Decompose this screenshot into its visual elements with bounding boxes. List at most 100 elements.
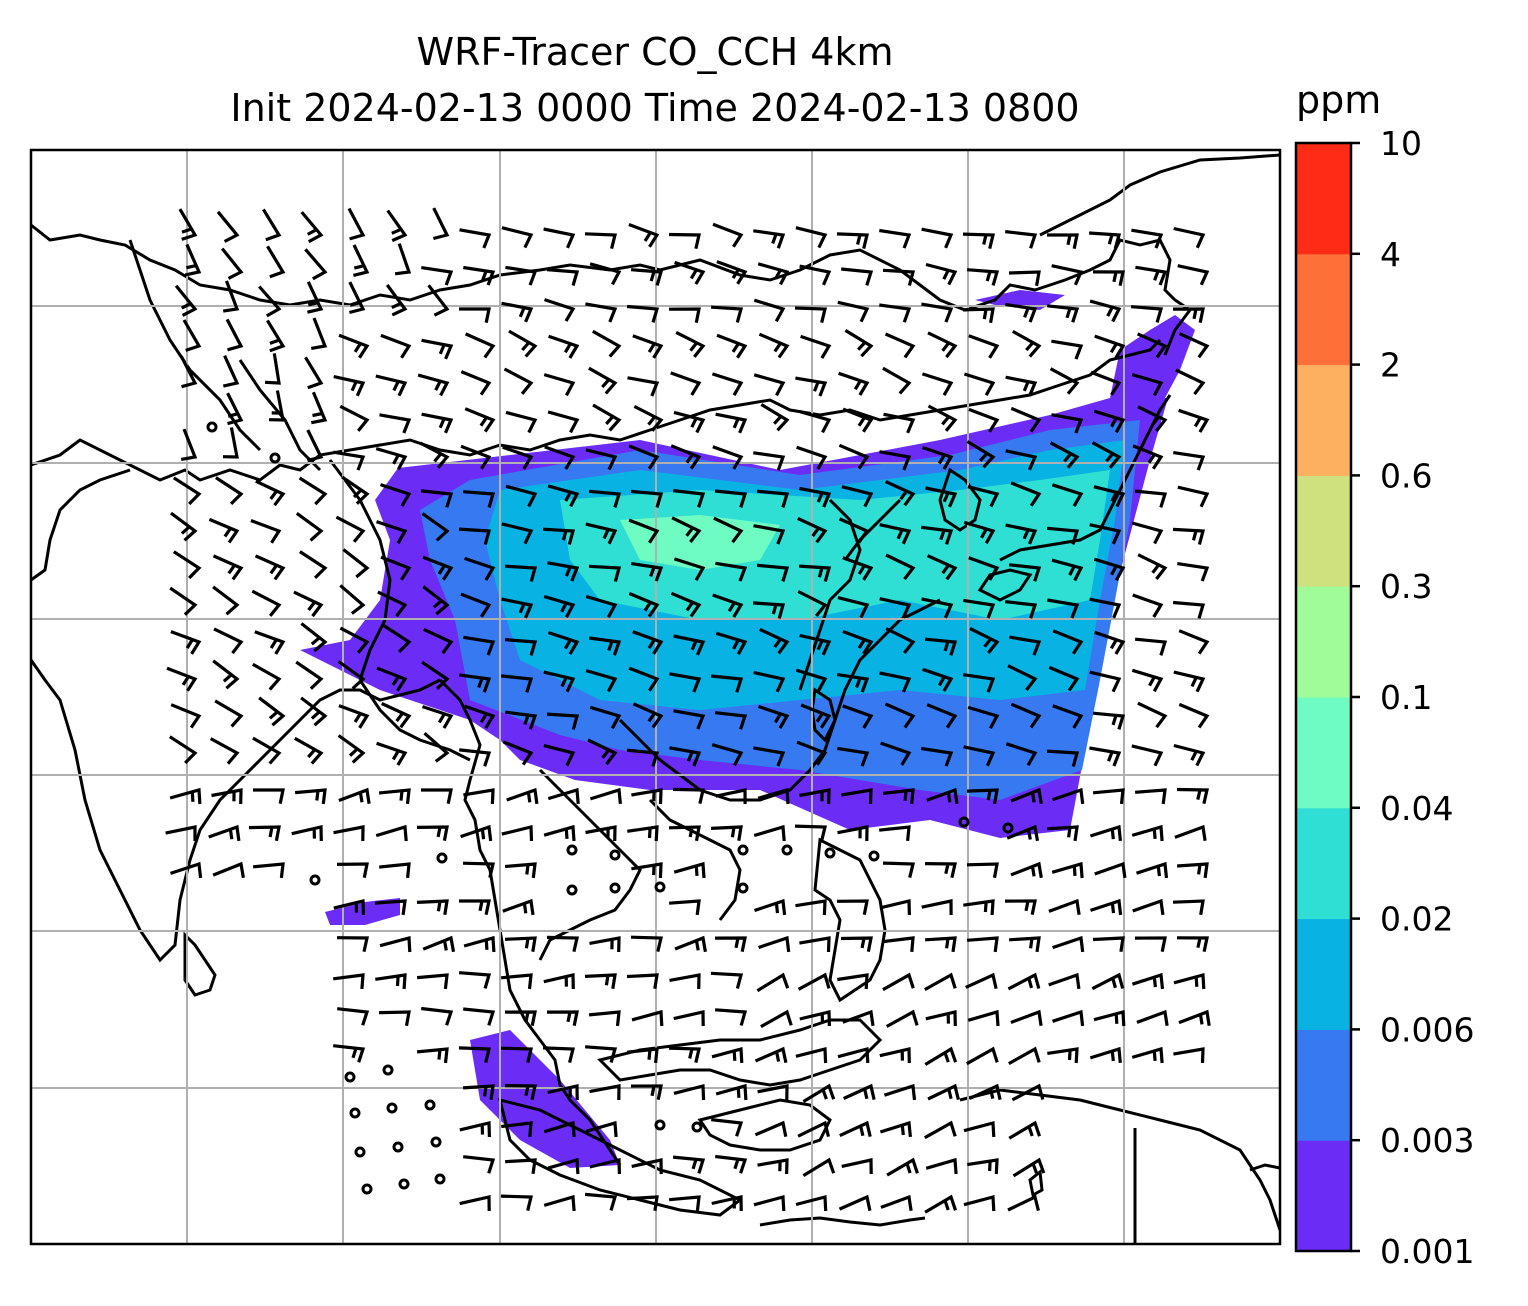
wind-barb — [926, 703, 958, 729]
wind-barb — [758, 332, 790, 359]
wind-barb — [432, 207, 450, 241]
wind-barb — [1092, 936, 1125, 953]
wind-barb — [710, 825, 743, 842]
wind-barb — [505, 484, 538, 508]
wind-barb — [841, 788, 873, 805]
calm-wind-marker — [424, 1099, 436, 1111]
wind-barb — [459, 673, 492, 693]
wind-barb — [1051, 339, 1084, 360]
wind-barb — [310, 317, 328, 350]
calm-wind-marker — [609, 882, 621, 894]
wind-barb — [174, 284, 198, 317]
wind-barb — [1004, 899, 1037, 916]
wind-barb — [584, 973, 617, 990]
wind-barb — [963, 745, 996, 767]
wind-barb — [882, 861, 916, 878]
calm-wind-marker — [392, 1141, 404, 1153]
wind-barb — [589, 936, 621, 953]
calm-wind-marker — [609, 849, 621, 861]
wind-barb — [1005, 449, 1038, 471]
wind-barb — [547, 561, 580, 582]
wind-barb — [508, 329, 538, 358]
wind-barb — [841, 485, 874, 508]
wind-barb — [543, 670, 576, 693]
wind-barb — [882, 366, 912, 395]
calm-wind-marker — [382, 1064, 394, 1076]
wind-barb — [548, 334, 580, 359]
wind-barb — [427, 284, 450, 317]
wind-barb — [921, 227, 954, 249]
wind-barb — [753, 824, 786, 842]
wind-barb — [963, 899, 995, 916]
wind-barb — [712, 593, 744, 618]
wind-barb — [336, 936, 369, 953]
wind-barb — [506, 787, 539, 805]
wind-barb — [1173, 1047, 1205, 1064]
wind-barb — [166, 666, 198, 692]
map-frame — [29, 148, 1282, 1246]
wind-barb — [546, 712, 580, 730]
wind-barb — [1091, 441, 1122, 469]
wind-barb — [713, 516, 744, 544]
wind-barb — [423, 731, 450, 763]
wind-barb — [169, 861, 203, 879]
wind-barb — [589, 787, 622, 805]
wind-barb — [347, 207, 366, 241]
wind-barb — [1051, 413, 1084, 434]
wind-barb — [376, 520, 408, 544]
wind-barb — [880, 1194, 913, 1212]
wind-barb — [268, 390, 285, 422]
wind-barb — [927, 1083, 960, 1101]
wind-barb — [458, 971, 492, 989]
wind-barb — [416, 899, 449, 916]
wind-barb — [753, 298, 786, 323]
wind-barb — [924, 972, 957, 991]
wind-barb — [628, 518, 660, 544]
wind-barb — [225, 318, 244, 352]
wind-barb — [460, 444, 492, 470]
calm-wind-marker — [386, 1102, 398, 1114]
wind-barb — [337, 660, 366, 690]
wind-barb — [1173, 972, 1206, 990]
wind-barbs — [165, 207, 1211, 1214]
wind-barb — [585, 522, 618, 545]
wind-barb — [505, 564, 538, 582]
map-title-line2: Init 2024-02-13 0000 Time 2024-02-13 080… — [230, 86, 1080, 130]
wind-barb — [1173, 670, 1206, 693]
wind-barb — [589, 705, 622, 730]
wind-barb — [883, 788, 915, 805]
wind-barb — [927, 331, 958, 359]
wind-barb — [1093, 409, 1126, 434]
wind-barb — [220, 247, 244, 280]
wind-barb — [1131, 228, 1164, 249]
wind-barb — [1130, 305, 1164, 323]
wind-barb — [543, 527, 576, 545]
calm-wind-marker — [1002, 822, 1014, 834]
wind-barb — [1007, 972, 1041, 991]
wind-barb — [1137, 405, 1168, 433]
colorbar-segment — [1296, 697, 1351, 809]
wind-barb — [212, 585, 240, 616]
wind-barb — [714, 1008, 748, 1026]
wind-barb — [458, 527, 492, 545]
calm-wind-marker — [824, 847, 836, 859]
wind-barb — [1092, 711, 1126, 730]
wind-barb — [417, 373, 450, 397]
wind-barb — [1131, 1046, 1164, 1064]
wind-barb — [795, 376, 828, 397]
wind-barb — [212, 861, 245, 879]
wind-barb — [1137, 553, 1168, 580]
wind-barb — [924, 637, 958, 656]
wind-barb — [924, 1046, 958, 1066]
wind-barb — [421, 266, 454, 286]
wind-barb — [1090, 370, 1122, 396]
wind-barb — [802, 1083, 836, 1103]
calm-wind-marker — [781, 844, 793, 856]
calm-wind-marker — [354, 1146, 366, 1158]
wind-barb — [306, 281, 324, 314]
wind-barb — [1009, 563, 1042, 582]
wind-barb — [547, 410, 580, 434]
wind-barb — [462, 490, 496, 508]
wind-barb — [1052, 787, 1085, 805]
